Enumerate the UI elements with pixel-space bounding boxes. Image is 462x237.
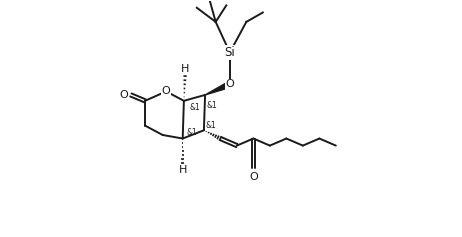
Text: H: H bbox=[181, 64, 189, 74]
Polygon shape bbox=[205, 82, 231, 95]
Text: &1: &1 bbox=[187, 128, 198, 137]
Text: O: O bbox=[119, 90, 128, 100]
Text: O: O bbox=[249, 172, 258, 182]
Text: &1: &1 bbox=[189, 103, 200, 112]
Text: O: O bbox=[162, 87, 170, 96]
Text: H: H bbox=[178, 165, 187, 175]
Text: O: O bbox=[225, 79, 234, 89]
Text: &1: &1 bbox=[207, 101, 218, 110]
Text: &1: &1 bbox=[205, 121, 216, 130]
Text: Si: Si bbox=[225, 46, 235, 59]
